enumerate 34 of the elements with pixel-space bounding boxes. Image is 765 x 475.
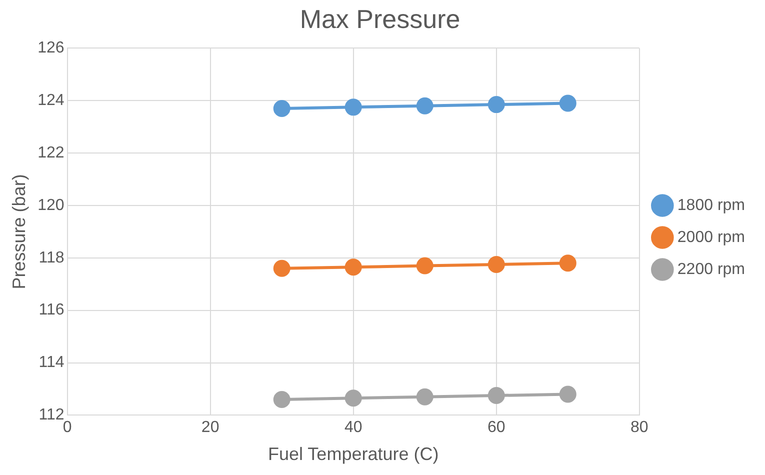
- y-tick-label: 118: [38, 249, 64, 266]
- point: [559, 94, 576, 112]
- point: [559, 386, 576, 403]
- x-tick-label: 40: [344, 419, 362, 436]
- point: [344, 390, 362, 407]
- point: [273, 260, 290, 277]
- y-tick-label: 124: [38, 92, 64, 110]
- point: [273, 100, 290, 117]
- point: [416, 257, 434, 274]
- x-tick-label: 0: [62, 419, 72, 436]
- y-tick-label: 116: [38, 302, 64, 319]
- point: [344, 98, 362, 116]
- chart-title: Max Pressure: [300, 4, 460, 34]
- x-tick-label: 20: [201, 419, 220, 436]
- y-tick-label: 120: [38, 196, 64, 214]
- point: [488, 256, 505, 273]
- x-tick-label: 80: [630, 419, 648, 436]
- y-tick-label: 122: [38, 144, 64, 162]
- y-axis-title: Pressure (bar): [8, 174, 29, 290]
- x-axis-title: Fuel Temperature (C): [268, 444, 439, 464]
- legend-label: 2200 rpm: [677, 260, 745, 278]
- x-tick-label: 60: [487, 419, 506, 436]
- y-tick-label: 114: [38, 354, 64, 372]
- point: [416, 388, 434, 406]
- y-tick-label: 112: [38, 406, 64, 424]
- point: [273, 390, 290, 408]
- legend-label: 1800 rpm: [677, 196, 745, 214]
- y-tick-label: 126: [38, 40, 64, 57]
- point: [488, 387, 505, 404]
- point: [488, 96, 505, 114]
- point: [344, 258, 362, 276]
- point: [416, 97, 434, 114]
- legend-label: 2000 rpm: [677, 228, 745, 246]
- point: [559, 254, 576, 272]
